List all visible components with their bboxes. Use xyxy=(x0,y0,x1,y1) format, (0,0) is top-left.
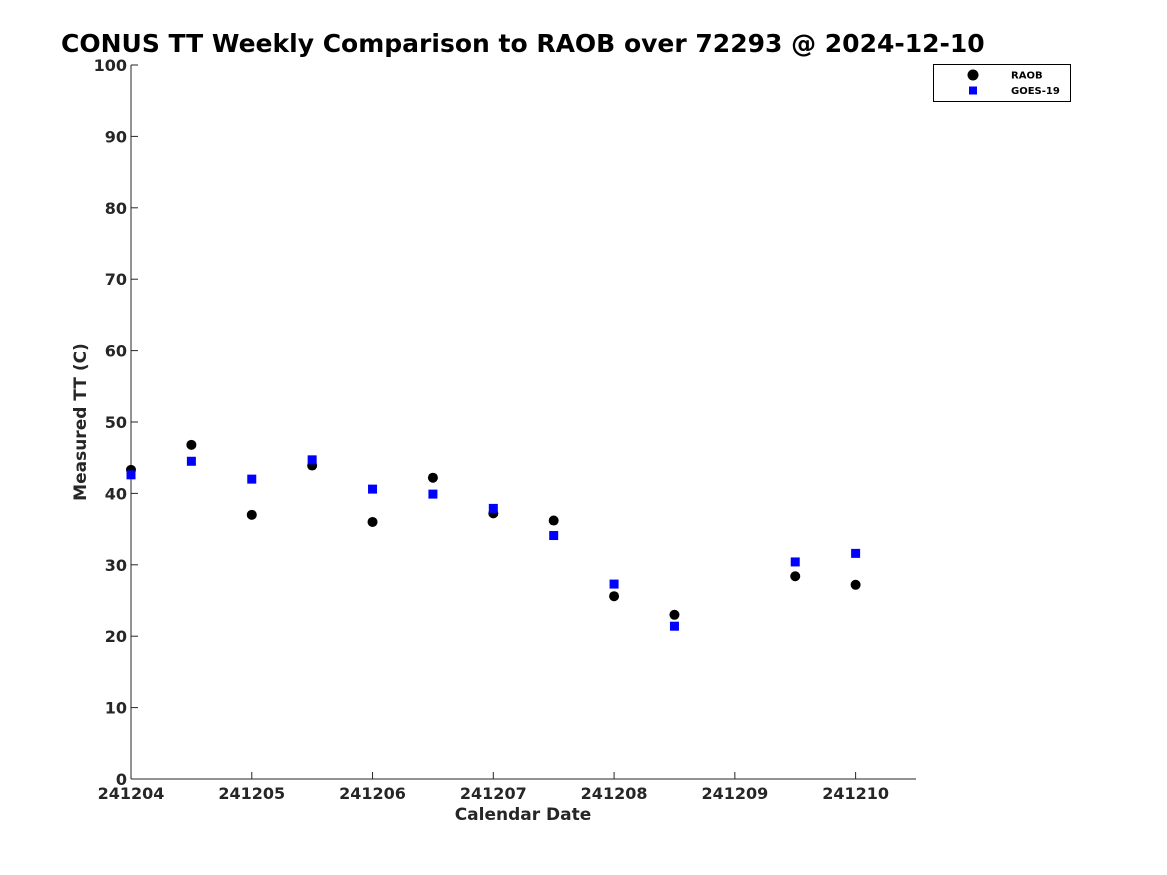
goes-19-point xyxy=(549,531,559,541)
y-tick-label: 20 xyxy=(105,627,127,646)
y-tick-label: 70 xyxy=(105,270,127,289)
goes-19-point xyxy=(669,621,679,631)
goes-19-point xyxy=(307,455,317,465)
goes-19-point xyxy=(609,579,619,589)
x-tick-label: 241205 xyxy=(218,784,285,803)
x-tick-label: 241204 xyxy=(98,784,165,803)
x-axis-label: Calendar Date xyxy=(455,805,592,825)
raob-point xyxy=(246,509,257,520)
x-tick-label: 241206 xyxy=(339,784,406,803)
y-tick-label: 40 xyxy=(105,484,127,503)
goes-19-point xyxy=(186,456,196,466)
goes-19-point xyxy=(247,474,257,484)
goes-19-point xyxy=(488,503,498,513)
goes-19-point xyxy=(368,484,378,494)
y-tick-label: 50 xyxy=(105,413,127,432)
y-tick-label: 100 xyxy=(94,56,127,75)
x-tick-label: 241208 xyxy=(581,784,648,803)
legend-marker-goes-19 xyxy=(969,86,977,95)
y-tick-label: 80 xyxy=(105,199,127,218)
legend-marker-raob xyxy=(967,69,979,81)
raob-point xyxy=(427,472,438,483)
legend-label-raob: RAOB xyxy=(1011,71,1043,82)
legend: RAOB GOES-19 xyxy=(933,64,1071,102)
raob-point xyxy=(186,439,197,450)
y-axis-label: Measured TT (C) xyxy=(71,343,91,501)
raob-point xyxy=(548,515,559,526)
data-marks xyxy=(126,439,861,631)
goes-19-point xyxy=(851,548,861,558)
legend-box xyxy=(933,64,1071,102)
chart-title: CONUS TT Weekly Comparison to RAOB over … xyxy=(61,29,985,58)
axes: 0 10 20 30 40 50 60 70 80 90 100 241204 241205 241206… xyxy=(94,56,916,803)
y-tick-label: 10 xyxy=(105,699,127,718)
raob-point xyxy=(609,591,620,602)
goes-19-point xyxy=(428,489,438,499)
x-tick-label: 241209 xyxy=(701,784,768,803)
goes-19-point xyxy=(126,470,136,480)
raob-point xyxy=(669,609,680,620)
x-tick-label: 241207 xyxy=(460,784,527,803)
raob-point xyxy=(850,579,861,590)
legend-label-goes-19: GOES-19 xyxy=(1011,86,1060,97)
x-tick-label: 241210 xyxy=(822,784,889,803)
raob-point xyxy=(790,571,801,582)
y-tick-label: 90 xyxy=(105,127,127,146)
raob-point xyxy=(367,516,378,527)
y-tick-label: 30 xyxy=(105,556,127,575)
y-tick-label: 60 xyxy=(105,342,127,361)
y-tick-label: 0 xyxy=(116,770,127,789)
goes-19-point xyxy=(790,557,800,567)
